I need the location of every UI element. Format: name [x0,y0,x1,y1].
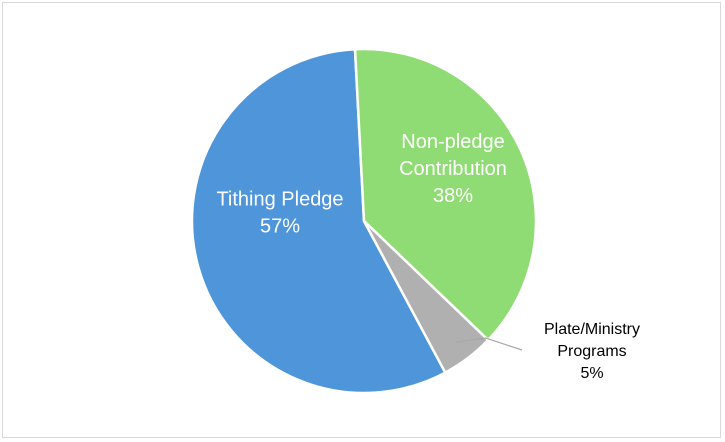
leader-lines [455,337,523,351]
pie-slices [190,47,538,395]
data-labels: Tithing Pledge 57% Non-pledge Contribution 3… [216,131,640,382]
slice-plate-ministry-programs [362,220,490,375]
percent-label: 5% [580,365,603,382]
category-label: Contribution [399,158,507,180]
leader-line-plate-ministry-programs [455,337,523,351]
percent-label: 57% [260,216,300,238]
slice-tithing-pledge [190,47,447,395]
percent-label: 38% [433,185,473,207]
category-label: Tithing Pledge [216,189,343,211]
data-label-tithing-pledge: Tithing Pledge 57% [216,189,343,238]
data-label-non-pledge-contribution: Non-pledge Contribution 38% [399,131,507,207]
data-label-plate-ministry-programs: Plate/Ministry Programs 5% [544,321,640,382]
category-label: Programs [557,343,626,360]
category-label: Non-pledge [401,131,504,153]
category-label: Plate/Ministry [544,321,640,338]
slice-non-pledge-contribution [353,47,538,342]
